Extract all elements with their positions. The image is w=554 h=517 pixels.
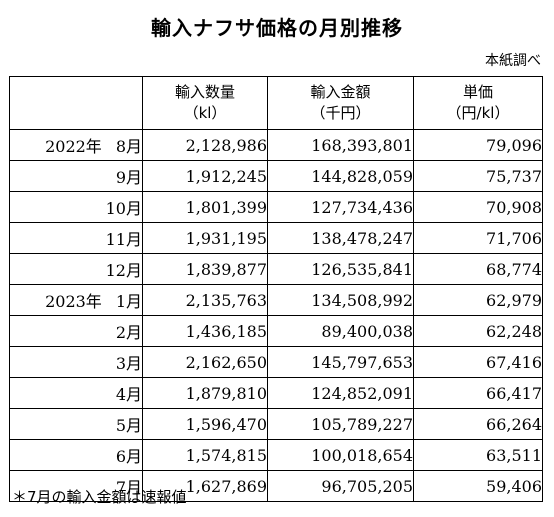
period-cell: 10月	[9, 191, 143, 223]
quantity-cell: 2,128,986	[142, 129, 268, 161]
header-quantity-unit: （kl）	[183, 104, 227, 122]
unit-price-cell: 59,406	[413, 470, 543, 502]
header-unit-price-label: 単価	[462, 83, 493, 101]
period-cell: 6月	[9, 439, 143, 471]
header-amount-label: 輸入金額	[310, 83, 371, 101]
quantity-cell: 1,801,399	[142, 191, 268, 223]
table-header-row: 輸入数量 （kl） 輸入金額 （千円） 単価 （円/kl）	[9, 76, 543, 130]
unit-price-cell: 67,416	[413, 346, 543, 378]
month-label: 8月	[115, 137, 142, 156]
unit-price-cell: 63,511	[413, 439, 543, 471]
quantity-cell: 1,879,810	[142, 377, 268, 409]
table-row: 10月 1,801,399 127,734,436 70,908	[9, 191, 543, 223]
unit-price-cell: 62,248	[413, 315, 543, 347]
month-label: 10月	[105, 199, 142, 218]
period-cell: 2022年 8月	[9, 129, 143, 161]
header-quantity: 輸入数量 （kl）	[142, 76, 268, 130]
unit-price-cell: 66,264	[413, 408, 543, 440]
amount-cell: 138,478,247	[267, 222, 414, 254]
table-row: 12月 1,839,877 126,535,841 68,774	[9, 253, 543, 285]
period-cell: 12月	[9, 253, 143, 285]
quantity-cell: 2,135,763	[142, 284, 268, 316]
quantity-cell: 1,931,195	[142, 222, 268, 254]
month-label: 1月	[115, 292, 142, 311]
table-row: 5月 1,596,470 105,789,227 66,264	[9, 408, 543, 440]
amount-cell: 124,852,091	[267, 377, 414, 409]
table-row: 4月 1,879,810 124,852,091 66,417	[9, 377, 543, 409]
quantity-cell: 1,596,470	[142, 408, 268, 440]
amount-cell: 145,797,653	[267, 346, 414, 378]
year-label: 2022年	[45, 137, 102, 156]
quantity-cell: 1,436,185	[142, 315, 268, 347]
amount-cell: 134,508,992	[267, 284, 414, 316]
table-row: 2022年 8月 2,128,986 168,393,801 79,096	[9, 129, 543, 161]
amount-cell: 105,789,227	[267, 408, 414, 440]
table-row: 6月 1,574,815 100,018,654 63,511	[9, 439, 543, 471]
period-cell: 2023年 1月	[9, 284, 143, 316]
table-row: 7月 1,627,869 96,705,205 59,406	[9, 470, 543, 502]
month-label: 12月	[105, 261, 142, 280]
month-label: 9月	[115, 168, 142, 187]
amount-cell: 89,400,038	[267, 315, 414, 347]
period-cell: 2月	[9, 315, 143, 347]
table-row: 2023年 1月 2,135,763 134,508,992 62,979	[9, 284, 543, 316]
table-row: 9月 1,912,245 144,828,059 75,737	[9, 160, 543, 192]
unit-price-cell: 75,737	[413, 160, 543, 192]
month-label: 7月	[115, 478, 142, 497]
amount-cell: 96,705,205	[267, 470, 414, 502]
year-label: 2023年	[45, 292, 102, 311]
header-unit-price: 単価 （円/kl）	[413, 76, 543, 130]
amount-cell: 100,018,654	[267, 439, 414, 471]
unit-price-cell: 66,417	[413, 377, 543, 409]
unit-price-cell: 71,706	[413, 222, 543, 254]
table-row: 11月 1,931,195 138,478,247 71,706	[9, 222, 543, 254]
amount-cell: 168,393,801	[267, 129, 414, 161]
period-cell: 7月	[9, 470, 143, 502]
source-note: 本紙調べ	[485, 53, 541, 69]
unit-price-cell: 70,908	[413, 191, 543, 223]
header-amount: 輸入金額 （千円）	[267, 76, 414, 130]
header-unit-price-unit: （円/kl）	[446, 104, 510, 122]
footnote: ＊7月の輸入金額は速報値	[12, 488, 187, 506]
amount-cell: 127,734,436	[267, 191, 414, 223]
quantity-cell: 1,912,245	[142, 160, 268, 192]
quantity-cell: 1,627,869	[142, 470, 268, 502]
period-cell: 11月	[9, 222, 143, 254]
month-label: 2月	[115, 323, 142, 342]
header-quantity-label: 輸入数量	[174, 83, 235, 101]
period-cell: 4月	[9, 377, 143, 409]
period-cell: 9月	[9, 160, 143, 192]
month-label: 4月	[115, 385, 142, 404]
unit-price-cell: 62,979	[413, 284, 543, 316]
period-cell: 5月	[9, 408, 143, 440]
quantity-cell: 1,839,877	[142, 253, 268, 285]
header-period-cell	[9, 76, 143, 130]
period-cell: 3月	[9, 346, 143, 378]
quantity-cell: 1,574,815	[142, 439, 268, 471]
quantity-cell: 2,162,650	[142, 346, 268, 378]
month-label: 5月	[115, 416, 142, 435]
header-amount-unit: （千円）	[310, 104, 371, 122]
amount-cell: 144,828,059	[267, 160, 414, 192]
month-label: 6月	[115, 447, 142, 466]
table-row: 3月 2,162,650 145,797,653 67,416	[9, 346, 543, 378]
unit-price-cell: 68,774	[413, 253, 543, 285]
page-title: 輸入ナフサ価格の月別推移	[151, 16, 403, 40]
month-label: 11月	[105, 230, 142, 249]
table-row: 2月 1,436,185 89,400,038 62,248	[9, 315, 543, 347]
unit-price-cell: 79,096	[413, 129, 543, 161]
amount-cell: 126,535,841	[267, 253, 414, 285]
month-label: 3月	[115, 354, 142, 373]
naphtha-price-table: 輸入数量 （kl） 輸入金額 （千円） 単価 （円/kl） 2022年 8月 2,1…	[9, 76, 543, 502]
